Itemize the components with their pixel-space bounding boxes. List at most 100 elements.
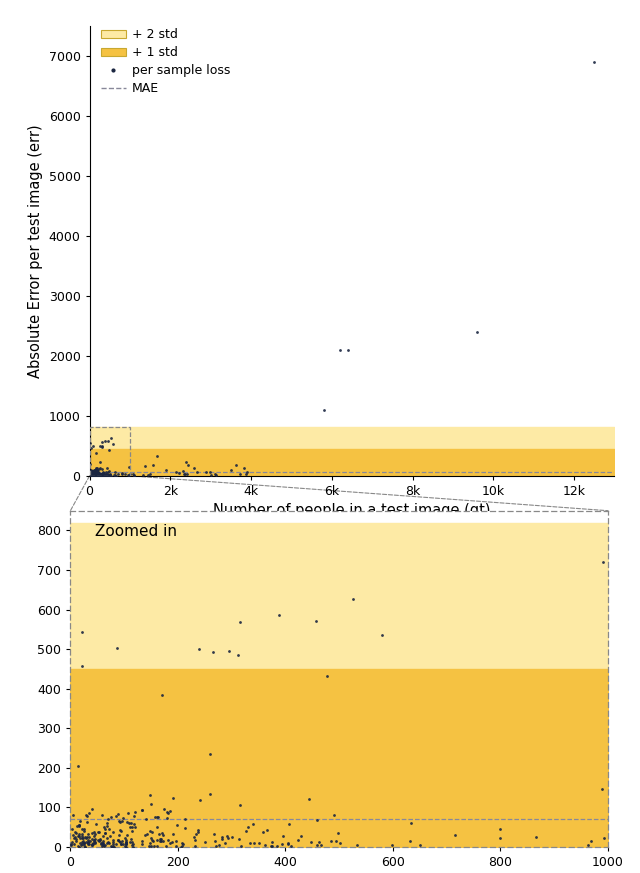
Point	[88, 468, 99, 482]
Point	[310, 614, 321, 628]
Point	[111, 641, 122, 655]
Point	[89, 466, 99, 480]
Point	[100, 467, 111, 481]
Point	[85, 469, 95, 483]
Point	[89, 469, 99, 483]
Point	[99, 469, 109, 483]
Point	[106, 431, 116, 445]
Point	[100, 434, 111, 448]
Point	[90, 469, 100, 483]
Point	[85, 468, 95, 482]
Point	[170, 465, 180, 479]
Point	[97, 435, 108, 449]
Point	[96, 467, 106, 481]
Point	[88, 469, 99, 483]
Point	[126, 832, 136, 846]
Y-axis label: Absolute Error per test image (err): Absolute Error per test image (err)	[28, 124, 43, 378]
Point	[74, 840, 84, 854]
Point	[127, 823, 138, 837]
Point	[109, 469, 119, 483]
Point	[91, 464, 101, 478]
Point	[86, 468, 96, 482]
Point	[80, 840, 90, 854]
Point	[74, 818, 84, 832]
Point	[116, 835, 127, 849]
Point	[152, 449, 162, 463]
Point	[86, 467, 97, 481]
Point	[91, 464, 101, 478]
Point	[87, 838, 97, 852]
Point	[68, 828, 79, 842]
Point	[87, 467, 97, 481]
Point	[210, 466, 220, 480]
Point	[79, 836, 90, 850]
Point	[99, 839, 109, 853]
Point	[86, 468, 97, 482]
Point	[329, 808, 339, 821]
Point	[97, 467, 107, 481]
Point	[85, 468, 95, 482]
Point	[86, 468, 96, 482]
Point	[86, 469, 97, 483]
Point	[87, 465, 97, 479]
Point	[88, 468, 99, 482]
Point	[140, 828, 150, 842]
Point	[88, 466, 98, 480]
Point	[86, 468, 97, 482]
Point	[87, 468, 97, 482]
Point	[87, 468, 97, 482]
Point	[121, 840, 131, 854]
Point	[85, 465, 95, 479]
Point	[123, 807, 133, 821]
Point	[108, 436, 118, 450]
Point	[145, 788, 156, 802]
Point	[195, 643, 205, 656]
Point	[85, 468, 95, 482]
Point	[161, 839, 171, 853]
Point	[87, 466, 97, 480]
Point	[83, 833, 93, 847]
Point	[181, 455, 191, 469]
Point	[84, 468, 95, 482]
Point	[84, 464, 95, 478]
Point	[243, 820, 253, 834]
Point	[101, 465, 111, 479]
Point	[91, 464, 101, 478]
Point	[303, 792, 314, 806]
Point	[352, 838, 362, 852]
Point	[110, 465, 120, 479]
Point	[89, 468, 99, 482]
Point	[152, 810, 162, 824]
Point	[231, 457, 241, 471]
Point	[241, 824, 251, 838]
Point	[86, 464, 96, 478]
Point	[93, 833, 103, 847]
Point	[126, 815, 136, 829]
Bar	[90, 427, 130, 476]
Point	[88, 464, 98, 478]
Point	[124, 816, 134, 830]
Point	[136, 837, 147, 851]
Point	[86, 468, 97, 482]
Point	[88, 468, 98, 482]
Point	[90, 835, 100, 849]
Point	[94, 469, 104, 483]
Point	[226, 463, 236, 477]
Point	[115, 823, 125, 837]
Point	[86, 469, 96, 483]
Point	[89, 829, 99, 843]
Point	[81, 830, 91, 844]
Point	[89, 465, 99, 479]
Point	[88, 466, 98, 480]
Point	[86, 468, 97, 482]
Point	[92, 468, 102, 482]
Point	[165, 836, 175, 850]
Point	[86, 467, 97, 481]
Point	[405, 834, 415, 848]
Point	[235, 467, 245, 481]
Point	[108, 825, 118, 839]
Point	[245, 836, 255, 850]
Point	[193, 825, 203, 839]
Point	[85, 467, 95, 481]
Point	[86, 468, 96, 482]
